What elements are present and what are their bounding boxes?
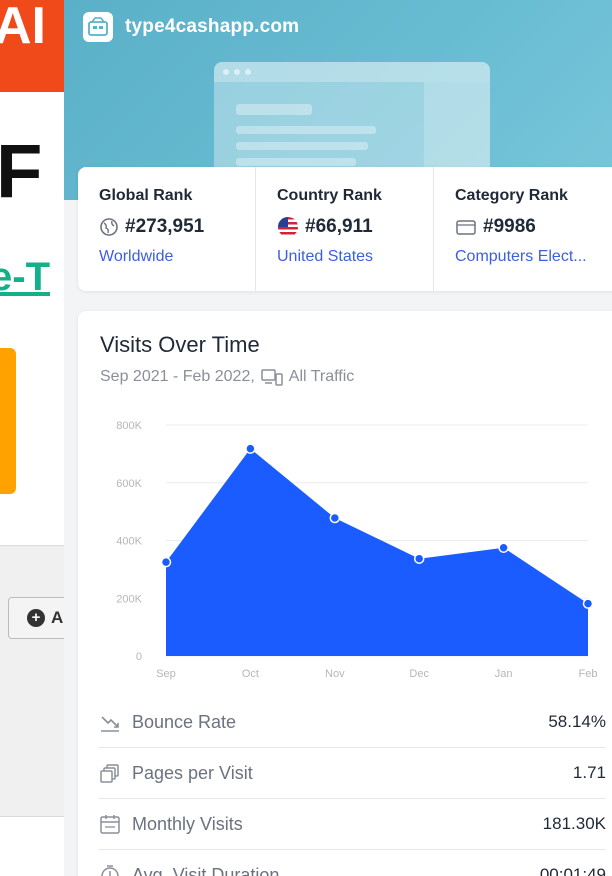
category-rank: Category Rank #9986 Computers Elect... xyxy=(434,167,612,291)
globe-icon xyxy=(100,218,118,236)
global-rank-value: #273,951 xyxy=(125,216,205,237)
background-banner: AI xyxy=(0,0,64,92)
data-point[interactable] xyxy=(160,556,172,568)
x-tick-label: Dec xyxy=(409,668,429,680)
visits-area xyxy=(166,448,588,656)
metric-value: 58.14% xyxy=(548,712,606,731)
category-rank-link[interactable]: Computers Elect... xyxy=(455,248,587,265)
y-tick-label: 200K xyxy=(116,593,142,605)
visits-date-range: Sep 2021 - Feb 2022, xyxy=(100,368,255,385)
visits-chart: 0 200K 400K 600K 800K Sep Oct Nov Dec Jan Feb xyxy=(116,420,598,680)
background-grey-section xyxy=(0,545,64,817)
data-point[interactable] xyxy=(582,598,594,609)
background-add-button-label: A xyxy=(51,608,64,627)
metric-row-avg-visit-duration: Avg. Visit Duration 00:01:49 xyxy=(98,850,606,876)
metric-row-monthly-visits: Monthly Visits 181.30K xyxy=(98,799,606,850)
x-tick-label: Sep xyxy=(156,668,176,680)
metric-label: Avg. Visit Duration xyxy=(132,864,280,876)
site-stats-panel: type4cashapp.com Global Rank xyxy=(64,0,612,876)
visits-subtitle: Sep 2021 - Feb 2022, All Traffic xyxy=(100,368,354,386)
clock-icon xyxy=(98,863,122,876)
global-rank-link[interactable]: Worldwide xyxy=(99,248,174,265)
data-point[interactable] xyxy=(498,542,509,553)
metric-row-bounce-rate: Bounce Rate 58.14% xyxy=(98,697,606,748)
y-tick-label: 400K xyxy=(116,536,142,548)
country-rank: Country Rank #66,911 United States xyxy=(256,167,434,291)
us-flag-icon xyxy=(278,217,298,237)
metric-value: 00:01:49 xyxy=(539,865,606,876)
site-favicon-icon xyxy=(83,12,113,42)
x-tick-label: Feb xyxy=(579,668,598,680)
metric-label: Pages per Visit xyxy=(132,762,253,783)
site-domain: type4cashapp.com xyxy=(125,16,300,37)
global-rank: Global Rank #273,951 Worldwide xyxy=(78,167,256,291)
visits-traffic-type: All Traffic xyxy=(288,368,355,385)
pages-icon xyxy=(98,761,122,785)
data-point[interactable] xyxy=(413,553,425,564)
metric-value: 181.30K xyxy=(542,814,606,833)
bounce-icon xyxy=(98,710,122,734)
metric-label: Monthly Visits xyxy=(132,813,243,834)
global-rank-title: Global Rank xyxy=(99,187,193,204)
visits-title: Visits Over Time xyxy=(100,332,260,357)
background-heading-letter: F xyxy=(0,129,43,214)
metric-label: Bounce Rate xyxy=(132,711,237,732)
country-rank-value: #66,911 xyxy=(305,216,373,237)
background-banner-text: AI xyxy=(0,0,46,55)
y-tick-label: 600K xyxy=(116,478,142,490)
metric-row-pages-per-visit: Pages per Visit 1.71 xyxy=(98,748,606,799)
calendar-icon xyxy=(98,812,122,836)
devices-icon xyxy=(261,369,283,386)
country-rank-link[interactable]: United States xyxy=(277,248,374,265)
x-tick-label: Jan xyxy=(495,668,513,680)
rank-card: Global Rank #273,951 Worldwide Country R… xyxy=(78,167,612,291)
data-point[interactable] xyxy=(245,443,256,454)
data-point[interactable] xyxy=(329,512,341,524)
background-orange-button[interactable] xyxy=(0,348,16,494)
site-identity[interactable]: type4cashapp.com xyxy=(83,12,299,42)
visits-card: Visits Over Time Sep 2021 - Feb 2022, Al… xyxy=(78,311,612,876)
category-rank-value: #9986 xyxy=(483,216,536,237)
x-tick-label: Oct xyxy=(242,668,259,680)
metric-value: 1.71 xyxy=(572,763,606,782)
background-add-button[interactable]: + A xyxy=(8,597,64,639)
y-tick-label: 0 xyxy=(136,651,142,663)
y-tick-label: 800K xyxy=(116,420,142,432)
category-icon xyxy=(456,220,476,235)
country-rank-title: Country Rank xyxy=(277,187,382,204)
plus-circle-icon: + xyxy=(27,609,45,627)
background-webpage: AI F e-T + A xyxy=(0,0,64,876)
x-tick-label: Nov xyxy=(325,668,345,680)
category-rank-title: Category Rank xyxy=(455,187,568,204)
background-link[interactable]: e-T xyxy=(0,255,50,299)
